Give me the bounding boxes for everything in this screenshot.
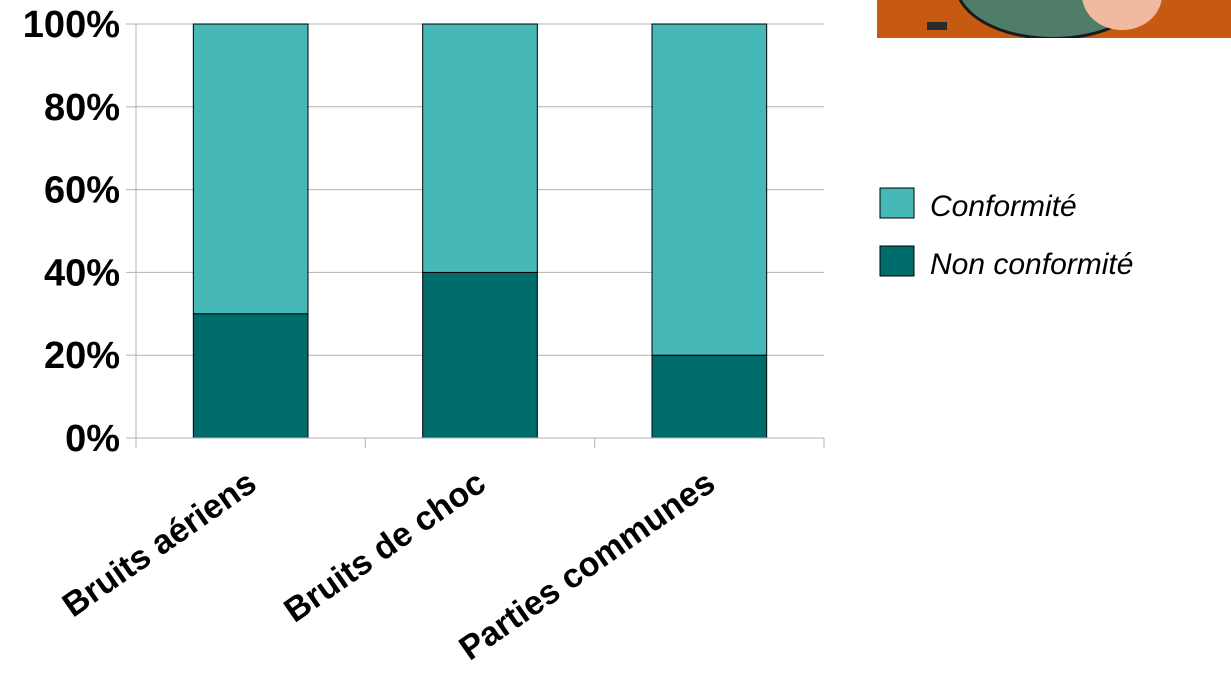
photo-mark [927,22,947,30]
corner-photo [877,0,1231,38]
legend-label: Non conformité [930,248,1133,281]
y-tick-labels: 0% 20% 40% 60% 80% 100% [23,4,120,460]
y-tick-label: 40% [44,252,120,294]
bars [192,23,768,439]
y-tick-label: 100% [23,4,120,46]
bar-non-conformit- [422,271,538,439]
x-tick-label: Parties communes [452,463,721,668]
bar-non-conformit- [651,354,768,439]
x-tick-label: Bruits de choc [277,463,492,630]
y-tick-label: 80% [44,87,120,129]
bar-conformit- [651,23,768,356]
axes [126,23,825,448]
legend-label: Conformité [930,190,1077,223]
legend: Conformité Non conformité [879,187,1133,281]
y-tick-label: 0% [65,418,120,460]
legend-swatch [879,245,915,277]
bar-non-conformit- [192,313,309,439]
x-tick-label: Bruits aériens [56,463,264,624]
legend-swatch [879,187,915,219]
bar-conformit- [192,23,309,315]
bar-conformit- [422,23,538,273]
y-tick-label: 60% [44,170,120,212]
y-tick-label: 20% [44,335,120,377]
